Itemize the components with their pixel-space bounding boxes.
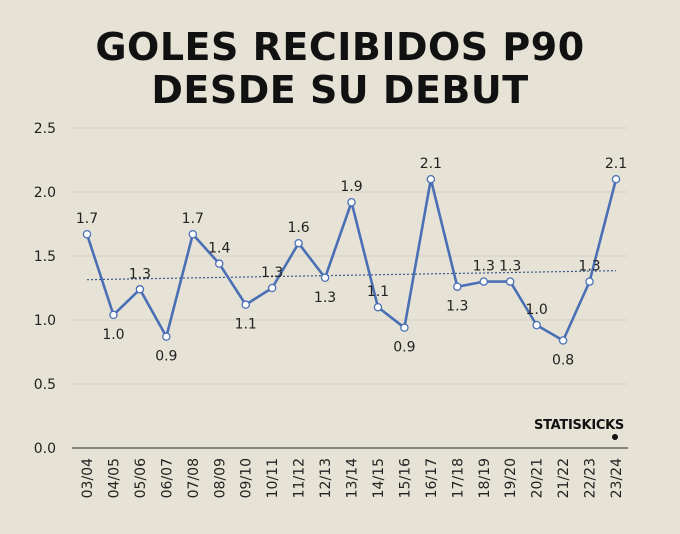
- data-label: 2.1: [605, 156, 627, 172]
- data-point: [135, 285, 145, 294]
- data-point: [320, 273, 330, 283]
- data-label: 1.3: [129, 266, 151, 282]
- data-label: 1.7: [182, 211, 204, 227]
- y-axis-ticks: 0.0 0.5 1.0 1.5 2.0 2.5: [34, 121, 56, 457]
- data-label: 1.3: [314, 290, 336, 306]
- y-tick-label: 0.5: [34, 377, 56, 393]
- trendline: [86, 270, 617, 281]
- data-point: [267, 283, 277, 293]
- x-tick-label: 09/10: [239, 458, 255, 498]
- data-label: 1.4: [208, 241, 230, 257]
- trendline-group: [86, 270, 617, 281]
- brand-dot-icon: [612, 434, 618, 440]
- data-label: 1.0: [102, 327, 124, 343]
- x-tick-label: 14/15: [371, 458, 387, 498]
- data-point: [294, 238, 303, 248]
- data-point: [162, 332, 171, 341]
- x-tick-label: 16/17: [424, 458, 440, 498]
- data-label: 1.3: [578, 259, 600, 275]
- x-tick-label: 21/22: [556, 458, 572, 498]
- x-tick-label: 06/07: [159, 458, 175, 498]
- data-point: [347, 197, 356, 207]
- data-label: 1.0: [526, 302, 548, 318]
- data-point: [82, 229, 92, 239]
- x-tick-label: 04/05: [106, 458, 122, 498]
- y-tick-label: 2.5: [34, 121, 56, 137]
- x-tick-label: 18/19: [477, 458, 493, 498]
- x-tick-label: 08/09: [212, 458, 228, 498]
- x-tick-label: 20/21: [530, 458, 546, 498]
- y-tick-label: 1.5: [34, 249, 56, 265]
- data-point: [479, 277, 488, 286]
- x-tick-label: 12/13: [318, 458, 334, 498]
- data-point: [505, 277, 515, 286]
- x-tick-label: 10/11: [265, 458, 281, 498]
- data-label: 1.3: [261, 265, 283, 281]
- data-point: [400, 323, 409, 332]
- y-tick-label: 2.0: [34, 185, 56, 201]
- data-label: 1.9: [340, 179, 362, 195]
- brand-logo: STATISKICKS: [534, 418, 624, 433]
- data-label: 1.6: [287, 220, 309, 236]
- data-point: [109, 310, 118, 320]
- data-point: [532, 320, 541, 330]
- x-axis-ticks: 03/04 04/05 05/06 06/07 07/08 08/09 09/10 10/11…: [80, 458, 625, 498]
- points-group: [82, 174, 621, 345]
- x-tick-label: 22/23: [583, 458, 599, 498]
- data-labels: 1.71.01.30.91.71.41.11.31.61.31.91.10.92…: [76, 156, 627, 368]
- data-label: 2.1: [420, 156, 442, 172]
- x-tick-label: 15/16: [397, 458, 413, 498]
- data-point: [188, 229, 198, 239]
- x-tick-label: 11/12: [292, 458, 308, 498]
- x-tick-label: 17/18: [450, 458, 466, 498]
- x-tick-label: 23/24: [609, 458, 625, 498]
- title-line-2: DESDE SU DEBUT: [151, 68, 529, 112]
- data-point: [453, 282, 462, 291]
- data-point: [241, 300, 250, 309]
- data-label: 0.9: [393, 340, 415, 356]
- data-label: 1.3: [446, 299, 468, 315]
- y-tick-label: 1.0: [34, 313, 56, 329]
- data-label: 0.8: [552, 352, 574, 368]
- data-label: 1.1: [367, 284, 389, 300]
- data-point: [611, 174, 621, 184]
- data-point: [558, 336, 568, 345]
- data-label: 1.1: [235, 317, 257, 333]
- data-point: [426, 174, 436, 184]
- x-tick-label: 05/06: [133, 458, 149, 498]
- data-point: [585, 277, 594, 286]
- x-tick-label: 13/14: [345, 458, 361, 498]
- x-tick-label: 07/08: [186, 458, 202, 498]
- data-label: 1.7: [76, 211, 98, 227]
- data-point: [373, 302, 383, 312]
- x-tick-label: 19/20: [503, 458, 519, 498]
- title-line-1: GOLES RECIBIDOS P90: [95, 25, 585, 69]
- data-point: [214, 259, 224, 268]
- data-label: 1.3: [473, 259, 495, 275]
- chart-title: GOLES RECIBIDOS P90 DESDE SU DEBUT: [0, 26, 680, 112]
- gridlines: [72, 127, 628, 385]
- data-label: 1.3: [499, 259, 521, 275]
- y-tick-label: 0.0: [34, 441, 56, 457]
- x-tick-label: 03/04: [80, 458, 96, 498]
- data-label: 0.9: [155, 349, 177, 365]
